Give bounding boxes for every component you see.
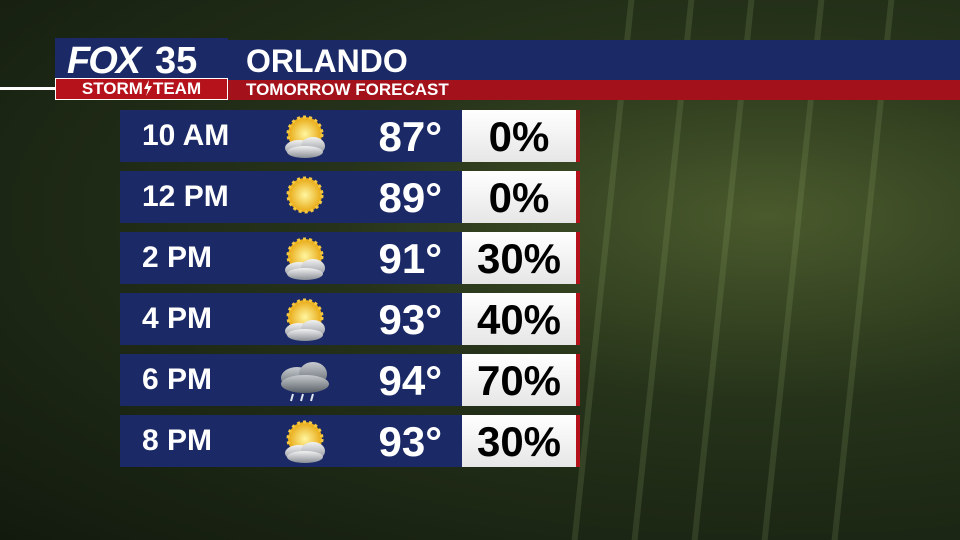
- precip-chance: 40%: [476, 296, 562, 343]
- temperature: 87°: [378, 113, 442, 160]
- row-edge: [576, 354, 580, 406]
- precip-bg: [462, 293, 576, 345]
- precip-bg: [462, 232, 576, 284]
- temperature: 93°: [378, 418, 442, 465]
- forecast-row: 2 PM 91° 30%: [120, 232, 580, 284]
- precip-chance: 0%: [488, 113, 550, 160]
- forecast-row: 8 PM 93° 30%: [120, 415, 580, 467]
- time: 4 PM: [142, 302, 213, 335]
- temperature: 91°: [378, 235, 442, 282]
- temperature: 94°: [378, 357, 442, 404]
- precip-bg: [462, 415, 576, 467]
- precip-chance: 0%: [488, 174, 550, 221]
- header-bar: [215, 40, 960, 80]
- forecast-row: 4 PM 93° 40%: [120, 293, 580, 345]
- weather-icon: [275, 356, 335, 404]
- subheader-bar: [215, 80, 960, 100]
- time: 10 AM: [142, 119, 230, 152]
- row-edge: [576, 171, 580, 223]
- logo-channel: 35: [155, 40, 198, 82]
- weather-icon: [275, 417, 335, 465]
- time: 12 PM: [142, 180, 229, 213]
- row-edge: [576, 415, 580, 467]
- time: 2 PM: [142, 241, 213, 274]
- weather-icon: [275, 234, 335, 282]
- temperature: 93°: [378, 296, 442, 343]
- precip-chance: 70%: [476, 357, 562, 404]
- precip-chance: 30%: [476, 418, 562, 465]
- forecast-row: 10 AM 87° 0%: [120, 110, 580, 162]
- accent-line: [0, 87, 56, 90]
- logo: FOX 35 STORM TEAM: [55, 38, 228, 100]
- weather-icon: [275, 295, 335, 343]
- logo-team-left: STORM: [81, 79, 143, 98]
- logo-team-right: TEAM: [152, 79, 202, 98]
- precip-chance: 30%: [476, 235, 562, 282]
- header-title: ORLANDO: [246, 43, 408, 79]
- weather-icon: [275, 173, 335, 221]
- logo-top: [55, 38, 228, 78]
- temperature: 89°: [378, 174, 442, 221]
- time: 8 PM: [142, 424, 213, 457]
- row-edge: [576, 232, 580, 284]
- logo-station: FOX: [67, 40, 141, 82]
- precip-bg: [462, 171, 576, 223]
- forecast-row: 6 PM 94° 70%: [120, 354, 580, 406]
- precip-bg: [462, 110, 576, 162]
- time: 6 PM: [142, 363, 213, 396]
- precip-bg: [462, 354, 576, 406]
- bolt: [143, 80, 152, 96]
- row-edge: [576, 293, 580, 345]
- forecast-row: 12 PM 89° 0%: [120, 171, 580, 223]
- weather-icon: [275, 112, 335, 160]
- header-subtitle: TOMORROW FORECAST: [246, 80, 449, 99]
- row-edge: [576, 110, 580, 162]
- logo-team: STORM TEAM: [55, 78, 228, 100]
